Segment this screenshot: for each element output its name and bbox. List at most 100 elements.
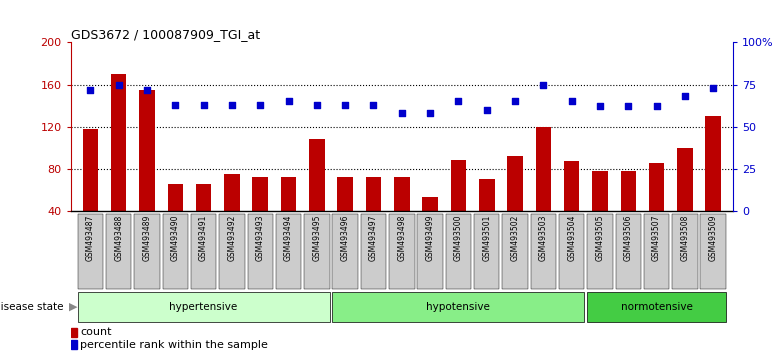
- Bar: [479, 179, 495, 253]
- Point: [679, 93, 691, 99]
- Bar: [71, 327, 77, 337]
- FancyBboxPatch shape: [474, 214, 499, 289]
- Bar: [111, 74, 126, 253]
- Bar: [535, 127, 551, 253]
- Bar: [423, 197, 438, 253]
- Bar: [365, 177, 381, 253]
- Point: [396, 110, 408, 116]
- Point: [310, 102, 323, 108]
- FancyBboxPatch shape: [191, 214, 216, 289]
- Bar: [564, 161, 579, 253]
- Bar: [309, 139, 325, 253]
- Point: [112, 82, 125, 87]
- FancyBboxPatch shape: [615, 214, 641, 289]
- FancyBboxPatch shape: [220, 214, 245, 289]
- Text: GSM493488: GSM493488: [114, 215, 123, 261]
- FancyBboxPatch shape: [503, 214, 528, 289]
- FancyBboxPatch shape: [162, 214, 188, 289]
- Bar: [620, 171, 636, 253]
- Text: percentile rank within the sample: percentile rank within the sample: [81, 340, 268, 350]
- FancyBboxPatch shape: [389, 214, 415, 289]
- Text: disease state: disease state: [0, 302, 67, 312]
- Bar: [677, 148, 693, 253]
- Bar: [649, 163, 664, 253]
- Bar: [451, 160, 466, 253]
- FancyBboxPatch shape: [445, 214, 471, 289]
- Point: [481, 107, 493, 113]
- Bar: [337, 177, 353, 253]
- Bar: [394, 177, 409, 253]
- Bar: [252, 177, 268, 253]
- Text: GSM493508: GSM493508: [681, 215, 689, 261]
- Text: GSM493496: GSM493496: [341, 215, 350, 261]
- Text: GSM493505: GSM493505: [596, 215, 604, 261]
- Point: [452, 98, 465, 104]
- Point: [622, 103, 634, 109]
- Bar: [140, 90, 154, 253]
- FancyBboxPatch shape: [78, 214, 103, 289]
- Point: [537, 82, 550, 87]
- Text: ▶: ▶: [69, 302, 78, 312]
- FancyBboxPatch shape: [248, 214, 273, 289]
- Bar: [281, 177, 296, 253]
- Point: [367, 102, 379, 108]
- FancyBboxPatch shape: [276, 214, 301, 289]
- Text: GSM493499: GSM493499: [426, 215, 434, 261]
- FancyBboxPatch shape: [78, 292, 329, 322]
- Text: GSM493497: GSM493497: [369, 215, 378, 261]
- Text: count: count: [81, 327, 112, 337]
- Text: GSM493492: GSM493492: [227, 215, 237, 261]
- Point: [226, 102, 238, 108]
- Bar: [82, 129, 98, 253]
- Text: GSM493491: GSM493491: [199, 215, 208, 261]
- FancyBboxPatch shape: [332, 292, 584, 322]
- Text: GSM493487: GSM493487: [86, 215, 95, 261]
- Bar: [224, 174, 240, 253]
- Point: [650, 103, 662, 109]
- Bar: [706, 116, 721, 253]
- Text: GSM493493: GSM493493: [256, 215, 265, 261]
- FancyBboxPatch shape: [134, 214, 160, 289]
- FancyBboxPatch shape: [304, 214, 329, 289]
- FancyBboxPatch shape: [559, 214, 584, 289]
- FancyBboxPatch shape: [417, 214, 443, 289]
- Text: hypertensive: hypertensive: [169, 302, 238, 312]
- Point: [254, 102, 267, 108]
- Text: GSM493509: GSM493509: [709, 215, 717, 261]
- Text: GSM493502: GSM493502: [510, 215, 520, 261]
- Point: [565, 98, 578, 104]
- Point: [593, 103, 606, 109]
- FancyBboxPatch shape: [672, 214, 698, 289]
- Text: GSM493503: GSM493503: [539, 215, 548, 261]
- Bar: [168, 184, 183, 253]
- Bar: [592, 171, 608, 253]
- Text: GSM493489: GSM493489: [143, 215, 151, 261]
- Text: GSM493498: GSM493498: [397, 215, 406, 261]
- Text: hypotensive: hypotensive: [426, 302, 490, 312]
- Point: [282, 98, 295, 104]
- FancyBboxPatch shape: [531, 214, 556, 289]
- FancyBboxPatch shape: [361, 214, 387, 289]
- Text: GSM493495: GSM493495: [312, 215, 321, 261]
- Text: GSM493500: GSM493500: [454, 215, 463, 261]
- Point: [198, 102, 210, 108]
- Text: GSM493507: GSM493507: [652, 215, 661, 261]
- Text: GSM493490: GSM493490: [171, 215, 180, 261]
- Text: GSM493504: GSM493504: [567, 215, 576, 261]
- Point: [339, 102, 351, 108]
- FancyBboxPatch shape: [332, 214, 358, 289]
- Bar: [71, 340, 77, 349]
- FancyBboxPatch shape: [106, 214, 132, 289]
- Point: [707, 85, 720, 91]
- Text: GSM493506: GSM493506: [624, 215, 633, 261]
- FancyBboxPatch shape: [644, 214, 670, 289]
- Text: GDS3672 / 100087909_TGI_at: GDS3672 / 100087909_TGI_at: [71, 28, 260, 41]
- FancyBboxPatch shape: [700, 214, 726, 289]
- Text: GSM493494: GSM493494: [284, 215, 293, 261]
- Point: [424, 110, 437, 116]
- Point: [169, 102, 182, 108]
- Bar: [196, 184, 212, 253]
- Text: normotensive: normotensive: [621, 302, 692, 312]
- Bar: [507, 156, 523, 253]
- FancyBboxPatch shape: [587, 292, 726, 322]
